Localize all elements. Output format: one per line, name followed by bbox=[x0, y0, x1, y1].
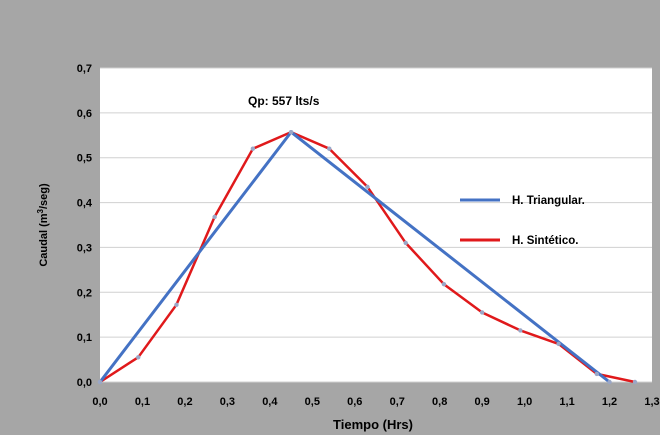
data-point bbox=[441, 282, 447, 287]
x-tick-label: 0,4 bbox=[262, 396, 278, 408]
x-tick-label: 0,7 bbox=[390, 396, 405, 408]
y-tick-label: 0,2 bbox=[77, 287, 92, 299]
x-tick-label: 0,8 bbox=[432, 396, 447, 408]
y-tick-label: 0,7 bbox=[77, 63, 92, 75]
x-axis-title: Tiempo (Hrs) bbox=[333, 417, 413, 432]
x-tick-labels: 0,0 0,1 0,2 0,3 0,4 0,5 0,6 0,7 0,8 0,9 1,0 1,1 1,2 1… bbox=[92, 396, 659, 408]
data-point bbox=[212, 214, 217, 220]
y-tick-label: 0,1 bbox=[77, 332, 92, 344]
data-point bbox=[136, 355, 141, 360]
data-point bbox=[403, 240, 408, 246]
data-point bbox=[288, 129, 294, 135]
x-tick-label: 0,5 bbox=[305, 396, 320, 408]
data-point bbox=[479, 310, 485, 315]
x-tick-label: 0,9 bbox=[475, 396, 490, 408]
data-point bbox=[365, 184, 370, 190]
data-point bbox=[556, 341, 561, 347]
x-tick-label: 0,1 bbox=[135, 396, 150, 408]
data-point bbox=[327, 146, 332, 151]
grid-lines bbox=[100, 67, 652, 383]
data-point bbox=[607, 379, 612, 385]
x-tick-label: 0,0 bbox=[92, 396, 107, 408]
y-axis-title: Caudal (m3/seg) bbox=[36, 183, 50, 267]
x-tick-label: 1,3 bbox=[644, 396, 659, 408]
x-tick-label: 0,2 bbox=[177, 396, 192, 408]
y-tick-label: 0,5 bbox=[77, 153, 92, 165]
y-tick-label: 0,6 bbox=[77, 108, 92, 120]
x-tick-label: 1,0 bbox=[517, 396, 532, 408]
legend: H. Triangular. H. Sintético. bbox=[460, 195, 585, 247]
x-tick-label: 1,1 bbox=[559, 396, 574, 408]
data-point bbox=[632, 379, 638, 385]
y-tick-label: 0,4 bbox=[77, 198, 93, 210]
data-point bbox=[594, 371, 599, 377]
x-tick-label: 0,3 bbox=[220, 396, 235, 408]
y-tick-label: 0,3 bbox=[77, 242, 92, 254]
x-tick-label: 1,2 bbox=[602, 396, 617, 408]
legend-label-triangular: H. Triangular. bbox=[512, 195, 585, 207]
data-point bbox=[174, 302, 179, 308]
y-tick-label: 0,0 bbox=[77, 377, 92, 389]
legend-label-sintetico: H. Sintético. bbox=[512, 235, 578, 247]
y-tick-labels: 0,0 0,1 0,2 0,3 0,4 0,5 0,6 0,7 bbox=[77, 63, 93, 389]
data-point bbox=[250, 146, 256, 151]
data-point bbox=[518, 328, 523, 333]
series-layer bbox=[97, 129, 638, 385]
data-point bbox=[97, 379, 103, 385]
peak-annotation: Qp: 557 lts/s bbox=[248, 94, 320, 108]
x-tick-label: 0,6 bbox=[347, 396, 362, 408]
plot-area bbox=[100, 68, 652, 382]
